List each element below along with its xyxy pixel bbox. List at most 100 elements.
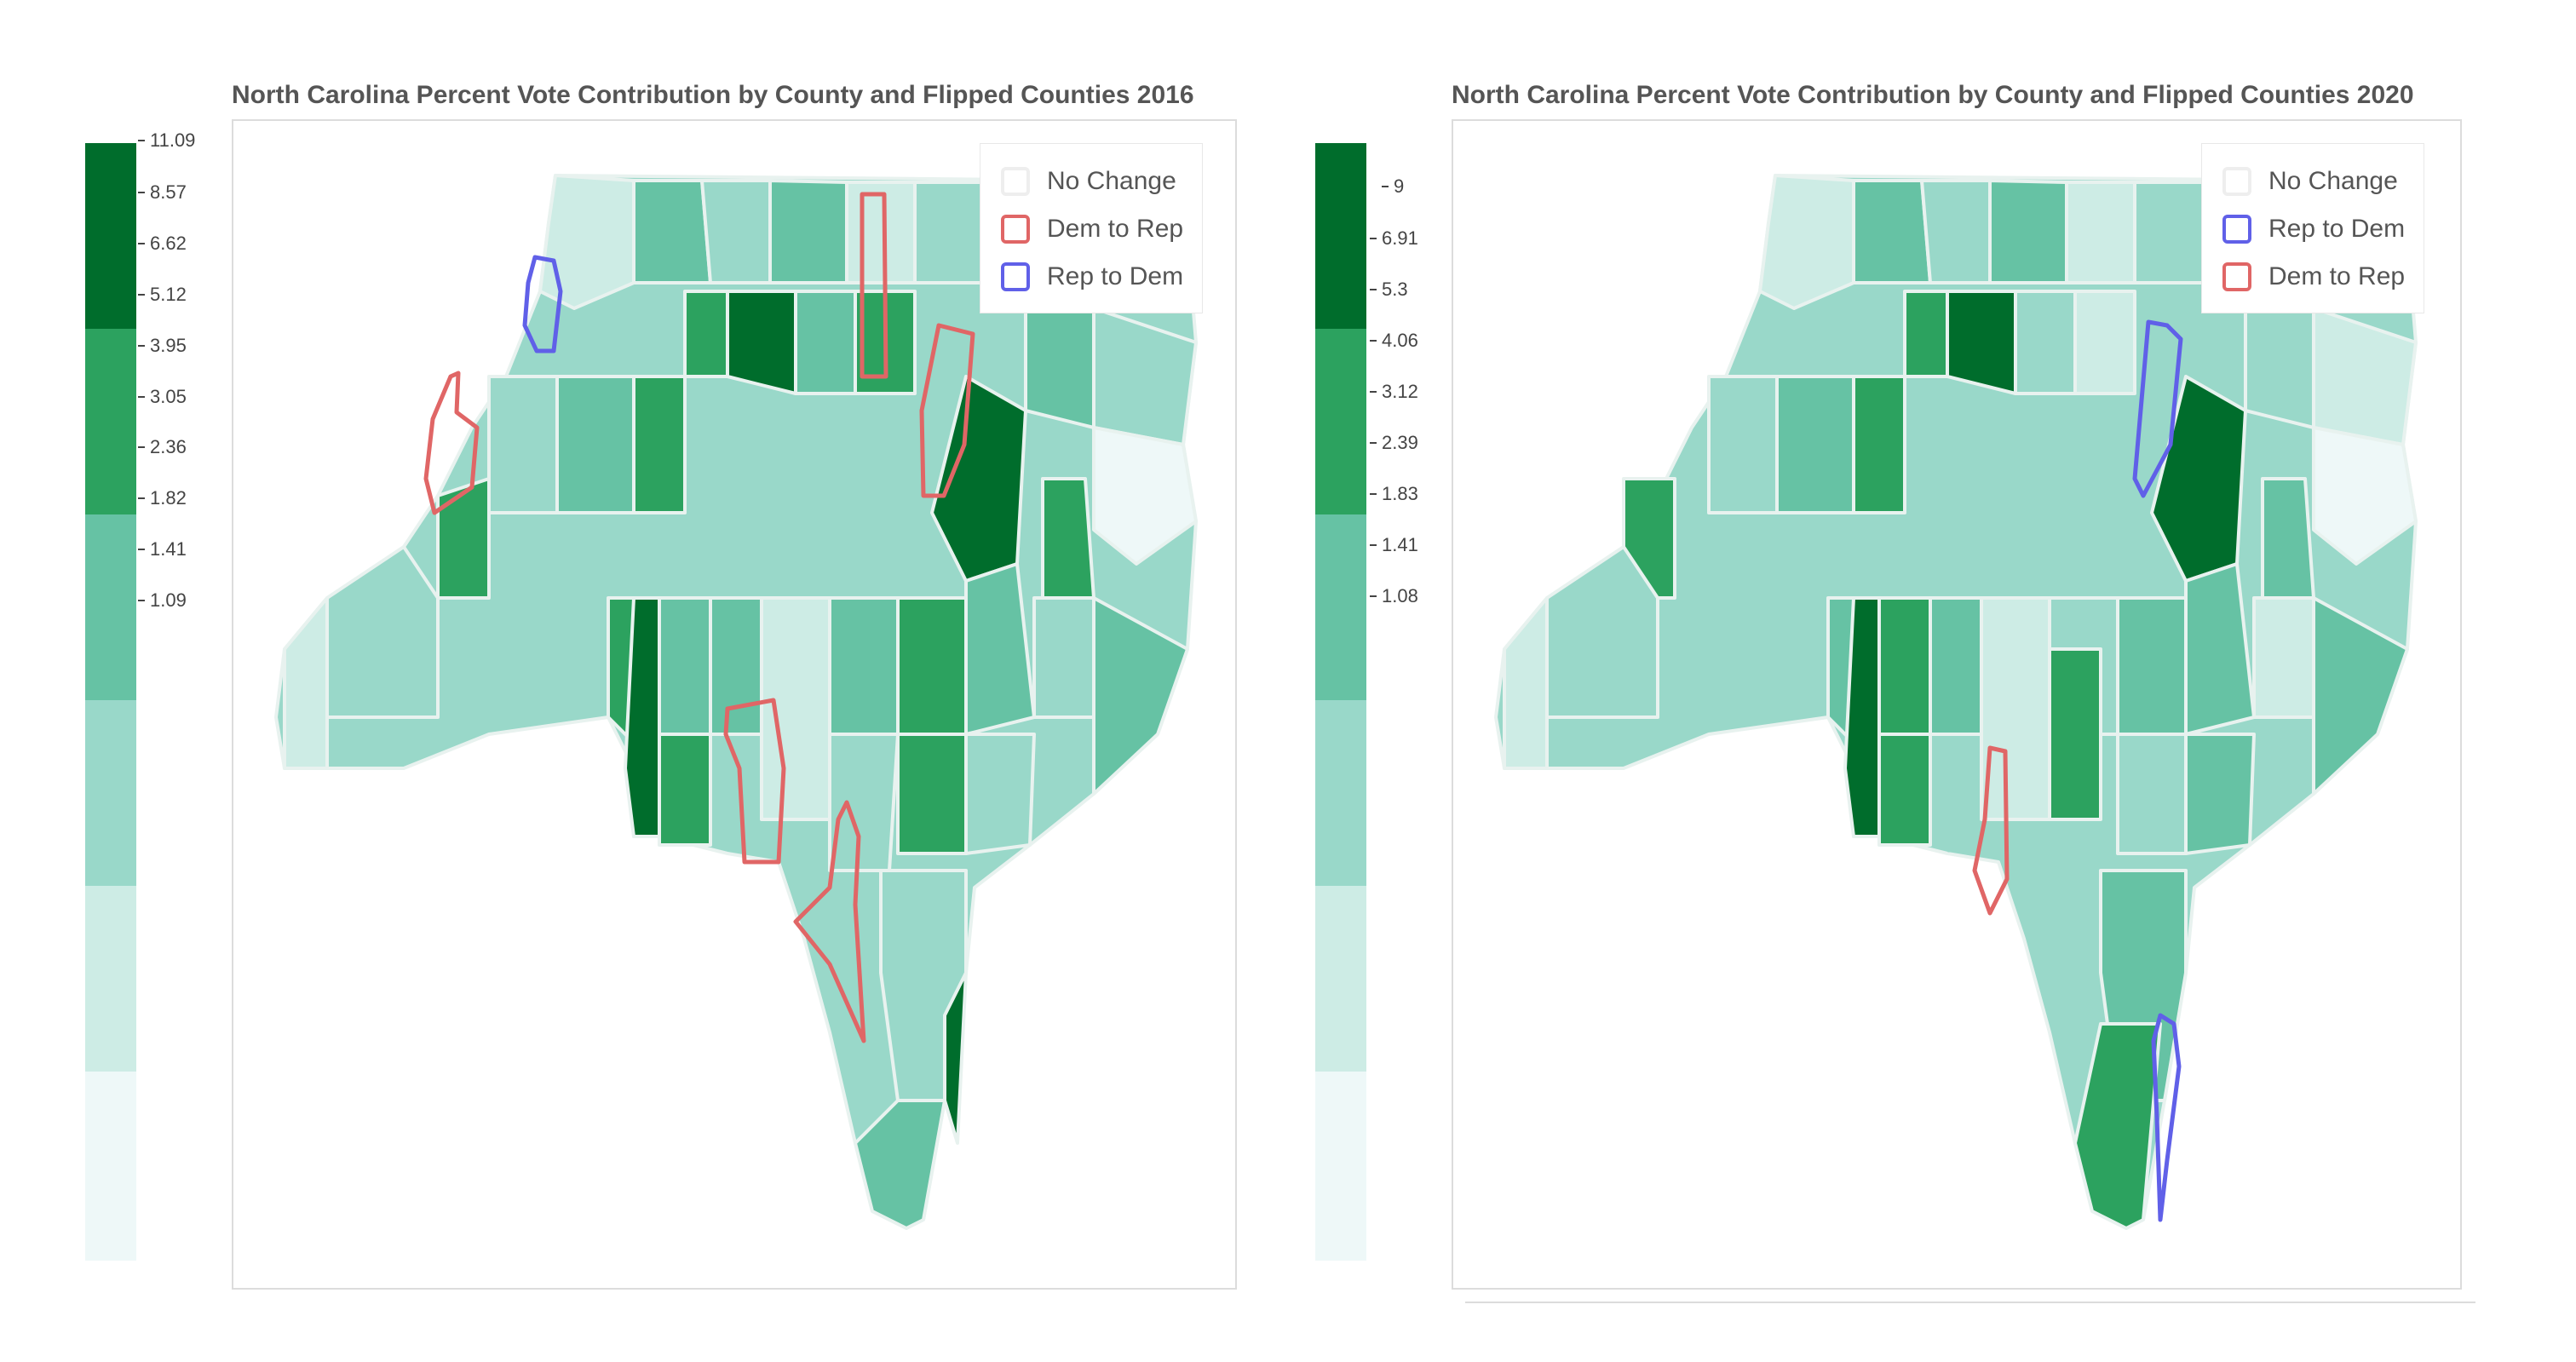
county bbox=[2312, 426, 2418, 566]
county bbox=[555, 375, 635, 514]
flipped-county-rep-to-dem bbox=[522, 255, 563, 353]
county bbox=[943, 971, 968, 1145]
county bbox=[700, 179, 772, 284]
county bbox=[632, 179, 712, 284]
legend-label: No Change bbox=[1047, 167, 1176, 195]
county bbox=[1946, 290, 2017, 395]
county bbox=[1032, 596, 1095, 719]
map-frame-2020 bbox=[1452, 119, 2462, 1290]
county bbox=[1920, 179, 1992, 284]
legend-2020: No Change Rep to Dem Dem to Rep bbox=[2201, 143, 2425, 313]
county bbox=[2116, 733, 2188, 855]
colorbar-tick: 6.91 bbox=[1370, 227, 1418, 249]
legend-item-dem-to-rep[interactable]: Dem to Rep bbox=[2222, 253, 2405, 301]
colorbar-tick: 4.06 bbox=[1370, 330, 1418, 351]
county bbox=[2014, 290, 2077, 395]
flipped-county-rep-to-dem bbox=[2151, 1013, 2182, 1222]
county bbox=[632, 375, 687, 514]
county bbox=[2073, 290, 2136, 395]
flipped-county-dem-to-rep bbox=[793, 800, 866, 1043]
colorbar-tick: 9 bbox=[1381, 175, 1405, 197]
colorbar-segment bbox=[1315, 514, 1366, 700]
county bbox=[2261, 477, 2315, 600]
county bbox=[1877, 733, 1932, 847]
county bbox=[768, 179, 848, 284]
colorbar-tick: 11.09 bbox=[137, 129, 196, 151]
county bbox=[726, 290, 797, 395]
legend-label: No Change bbox=[2268, 167, 2398, 195]
legend-item-rep-to-dem[interactable]: Rep to Dem bbox=[1001, 253, 1183, 301]
colorbar-tick: 3.95 bbox=[138, 335, 187, 356]
county bbox=[624, 596, 661, 838]
county bbox=[283, 596, 329, 770]
legend-swatch bbox=[1001, 215, 1030, 244]
county bbox=[845, 181, 917, 284]
colorbar-tick: 6.62 bbox=[138, 233, 187, 254]
colorbar-tick: 5.3 bbox=[1370, 279, 1408, 300]
county bbox=[658, 596, 712, 736]
county bbox=[828, 733, 900, 872]
county bbox=[538, 174, 635, 310]
county bbox=[683, 290, 729, 378]
colorbar-segment bbox=[1315, 1072, 1366, 1261]
colorbar-tick: 3.12 bbox=[1370, 381, 1418, 402]
county bbox=[487, 375, 559, 514]
legend-item-no-change[interactable]: No Change bbox=[2222, 158, 2405, 205]
county-shapes bbox=[1494, 174, 2418, 1230]
colorbar-segment bbox=[1315, 329, 1366, 514]
county bbox=[2116, 596, 2188, 736]
county bbox=[1092, 596, 1189, 796]
colorbar-segment bbox=[85, 700, 136, 886]
county bbox=[2065, 181, 2136, 284]
county bbox=[1775, 375, 1855, 514]
colorbar-tick: 1.83 bbox=[1370, 483, 1418, 504]
colorbar-tick: 8.57 bbox=[138, 181, 187, 203]
colorbar-segment bbox=[85, 143, 136, 329]
flipped-county-dem-to-rep bbox=[723, 698, 786, 865]
county bbox=[2133, 181, 2205, 284]
county bbox=[913, 181, 985, 284]
county bbox=[1843, 596, 1881, 838]
legend-label: Dem to Rep bbox=[1047, 215, 1184, 243]
county bbox=[1041, 477, 1095, 600]
county bbox=[896, 733, 968, 855]
county bbox=[709, 596, 763, 736]
legend-swatch bbox=[1001, 262, 1030, 291]
colorbar-2020 bbox=[1315, 143, 1366, 1261]
county bbox=[1877, 596, 1932, 736]
colorbar-segment bbox=[85, 329, 136, 514]
colorbar-segment bbox=[1315, 886, 1366, 1072]
county bbox=[760, 596, 831, 821]
legend-item-rep-to-dem[interactable]: Rep to Dem bbox=[2222, 205, 2405, 253]
county bbox=[794, 290, 857, 395]
county bbox=[658, 733, 712, 847]
legend-item-dem-to-rep[interactable]: Dem to Rep bbox=[1001, 205, 1183, 253]
flipped-county-dem-to-rep bbox=[860, 192, 888, 379]
map-frame-2016 bbox=[232, 119, 1237, 1290]
colorbar-tick: 2.39 bbox=[1370, 432, 1418, 453]
flipped-counties bbox=[1972, 319, 2183, 1222]
county bbox=[325, 545, 440, 719]
flipped-county-rep-to-dem bbox=[2132, 319, 2183, 498]
map-title-2020: North Carolina Percent Vote Contribution… bbox=[1452, 81, 2414, 109]
colorbar-tick: 5.12 bbox=[138, 284, 187, 305]
legend-swatch bbox=[2222, 215, 2251, 244]
colorbar-tick: 1.09 bbox=[138, 589, 187, 611]
flipped-county-dem-to-rep bbox=[1972, 745, 2010, 916]
map-title-2016: North Carolina Percent Vote Contribution… bbox=[232, 81, 1194, 109]
county bbox=[1707, 375, 1779, 514]
legend-item-no-change[interactable]: No Change bbox=[1001, 158, 1183, 205]
flipped-county-dem-to-rep bbox=[423, 371, 480, 515]
county bbox=[2048, 647, 2102, 821]
colorbar-2016 bbox=[85, 143, 136, 1261]
county bbox=[2312, 596, 2409, 796]
county-shapes bbox=[274, 174, 1198, 1230]
county bbox=[1852, 375, 1906, 514]
county bbox=[1852, 179, 1932, 284]
county bbox=[828, 596, 900, 736]
county bbox=[1929, 596, 1983, 736]
legend-label: Rep to Dem bbox=[1047, 262, 1184, 290]
colorbar-tick: 1.08 bbox=[1370, 585, 1418, 606]
county-map-2020[interactable] bbox=[1453, 121, 2460, 1288]
legend-label: Rep to Dem bbox=[2268, 215, 2406, 243]
